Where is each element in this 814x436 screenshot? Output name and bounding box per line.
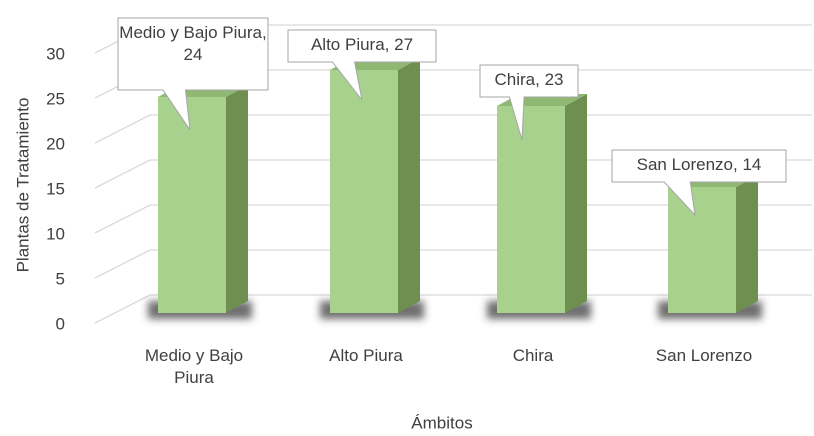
y-axis-title: Plantas de Tratamiento (13, 98, 32, 273)
grid-line (94, 249, 812, 279)
y-tick-label: 25 (46, 89, 65, 108)
bar (158, 97, 226, 313)
y-tick-label: 15 (46, 179, 65, 198)
y-tick-label: 10 (46, 224, 65, 243)
x-tick-label: Alto Piura (329, 346, 403, 365)
bar (497, 106, 565, 313)
bar-side (226, 85, 248, 313)
grid-line (94, 159, 812, 189)
callout-box (611, 149, 787, 217)
data-label: San Lorenzo, 14 (636, 155, 762, 174)
callout-box (287, 29, 437, 101)
x-tick-label: Chira (512, 346, 554, 365)
data-label: Alto Piura, 27 (310, 35, 414, 54)
y-tick-label: 0 (56, 314, 65, 333)
y-tick-label: 30 (46, 44, 65, 63)
grid-line (94, 204, 812, 234)
callout-box (117, 17, 269, 131)
bar-side (736, 175, 758, 313)
x-tick-label: San Lorenzo (655, 346, 753, 365)
y-tick-label: 5 (56, 269, 65, 288)
y-tick-label: 20 (46, 134, 65, 153)
data-label: Chira, 23 (494, 70, 564, 89)
grid-line (94, 114, 812, 144)
bar (330, 70, 398, 313)
x-tick-label: Medio y Bajo Piura (144, 346, 244, 387)
x-axis-title: Ámbitos (411, 413, 472, 432)
bar-side (398, 58, 420, 313)
bar (668, 187, 736, 313)
data-label: Medio y Bajo Piura, 24 (119, 23, 267, 64)
grid-line (94, 294, 812, 324)
bar-side (565, 94, 587, 313)
callout-box (479, 64, 579, 141)
